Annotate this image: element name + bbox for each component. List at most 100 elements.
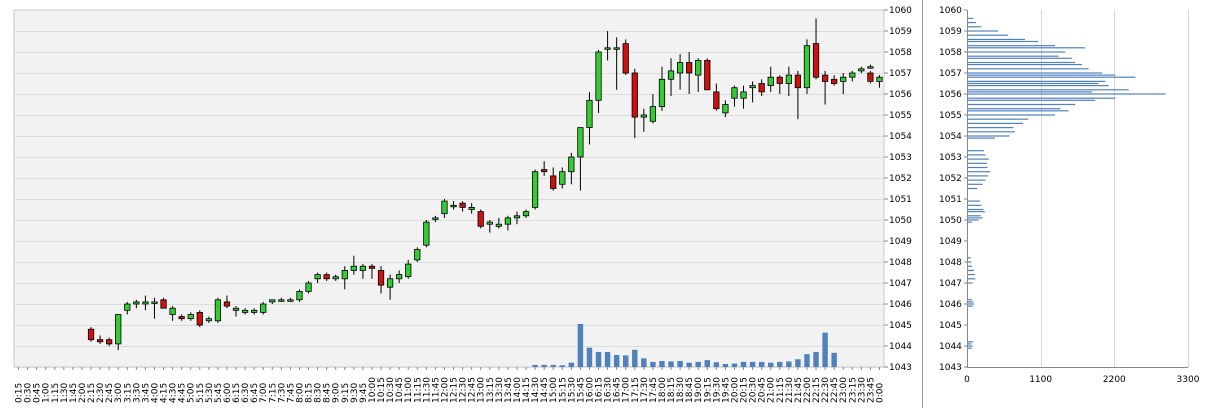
candle-body	[649, 106, 657, 122]
candle-body	[160, 299, 167, 309]
candle-body	[676, 62, 684, 74]
candle	[241, 308, 249, 315]
profile-bar	[968, 103, 1076, 106]
profile-bar	[968, 158, 989, 160]
volume-bar	[713, 362, 720, 367]
x-tick-label: 19:30	[712, 377, 722, 403]
candle	[87, 327, 95, 342]
x-tick-label: 16:30	[604, 377, 614, 403]
x-tick-label: 19:00	[694, 377, 704, 403]
candle	[287, 297, 294, 302]
candle	[876, 75, 883, 88]
volume-bar	[586, 347, 593, 367]
x-tick-label: 1:00	[42, 383, 52, 403]
profile-bar	[968, 303, 975, 305]
vp-y-tick-label: 1044	[939, 342, 962, 352]
x-tick-label: 16:00	[585, 377, 595, 403]
profile-bar	[968, 171, 991, 173]
x-tick-label: 4:00	[150, 383, 160, 403]
volume-bar	[650, 361, 656, 367]
x-tick-label: 15:15	[558, 377, 568, 403]
candle-body	[241, 309, 249, 313]
candle	[151, 297, 158, 319]
vp-y-tick-label: 1047	[939, 279, 962, 289]
candle	[676, 54, 684, 90]
volume-bar	[659, 360, 665, 367]
candle-body	[749, 85, 756, 89]
candle	[296, 289, 303, 302]
candle-body	[867, 66, 874, 69]
candle	[450, 201, 457, 210]
profile-bar	[968, 305, 973, 307]
candle	[686, 52, 693, 94]
candle	[495, 217, 502, 229]
volume-bar	[731, 363, 738, 367]
candle-body	[260, 303, 267, 313]
profile-bar	[968, 211, 985, 213]
candle-body	[858, 68, 865, 72]
vp-y-tick-label: 1056	[939, 90, 962, 100]
candle-body	[812, 43, 820, 78]
x-tick-label: 11:30	[422, 377, 432, 403]
candle	[341, 266, 348, 290]
candle	[604, 31, 611, 61]
candle-body	[604, 47, 611, 50]
profile-bar	[968, 299, 973, 301]
x-tick-label: 13:15	[486, 377, 496, 403]
x-tick-label: 19:15	[703, 377, 713, 403]
candle-body	[531, 171, 539, 208]
y-tick-label: 1053	[889, 153, 912, 163]
candle	[133, 299, 140, 309]
profile-bar	[968, 150, 985, 152]
candle-body	[396, 274, 403, 280]
y-tick-label: 1049	[889, 237, 912, 247]
candle	[858, 66, 865, 73]
x-tick-label: 5:00	[187, 383, 197, 403]
candle	[867, 70, 874, 84]
candle	[314, 272, 321, 283]
y-tick-label: 1056	[889, 90, 912, 100]
profile-bar	[968, 61, 1076, 64]
candles	[87, 18, 883, 351]
candle	[359, 264, 367, 279]
candle	[323, 272, 330, 281]
candle	[803, 39, 811, 94]
candle-body	[414, 248, 421, 261]
x-tick-label: 16:15	[595, 377, 605, 403]
x-tick-label: 20:45	[758, 377, 768, 403]
candle-body	[115, 314, 122, 345]
candle-body	[776, 76, 783, 84]
profile-bar	[968, 215, 981, 217]
candle-body	[513, 215, 521, 219]
candlestick-x-axis: 0:15 0:30 0:45 1:00 1:15 1:30 1:45 2:00 2:15 2:30…	[15, 367, 885, 403]
profile-bar	[968, 200, 981, 202]
candle	[713, 83, 720, 111]
candle-body	[658, 78, 666, 108]
x-tick-label: 5:45	[214, 383, 224, 403]
x-tick-label: 18:30	[676, 377, 686, 403]
candle-body	[794, 74, 802, 89]
x-tick-label: 1:30	[60, 383, 70, 403]
x-tick-label: 18:15	[667, 377, 677, 403]
profile-bar	[968, 217, 983, 219]
x-tick-label: 5:15	[196, 383, 206, 403]
profile-bar	[968, 345, 973, 347]
candle	[821, 70, 829, 105]
candle-body	[767, 76, 774, 86]
candle	[586, 91, 593, 145]
candle-body	[232, 307, 240, 311]
candle-body	[803, 45, 811, 89]
profile-bar	[968, 122, 1023, 124]
candle-body	[831, 78, 838, 84]
candle	[568, 152, 575, 185]
profile-bar	[968, 57, 1072, 59]
candle	[405, 259, 412, 279]
x-tick-label: 1:15	[51, 383, 61, 403]
x-tick-label: 12:45	[468, 377, 478, 403]
candle	[550, 167, 557, 191]
profile-bar	[968, 166, 988, 169]
volume-bar	[749, 361, 756, 367]
profile-bar	[968, 257, 971, 259]
x-tick-label: 17:30	[640, 377, 650, 403]
